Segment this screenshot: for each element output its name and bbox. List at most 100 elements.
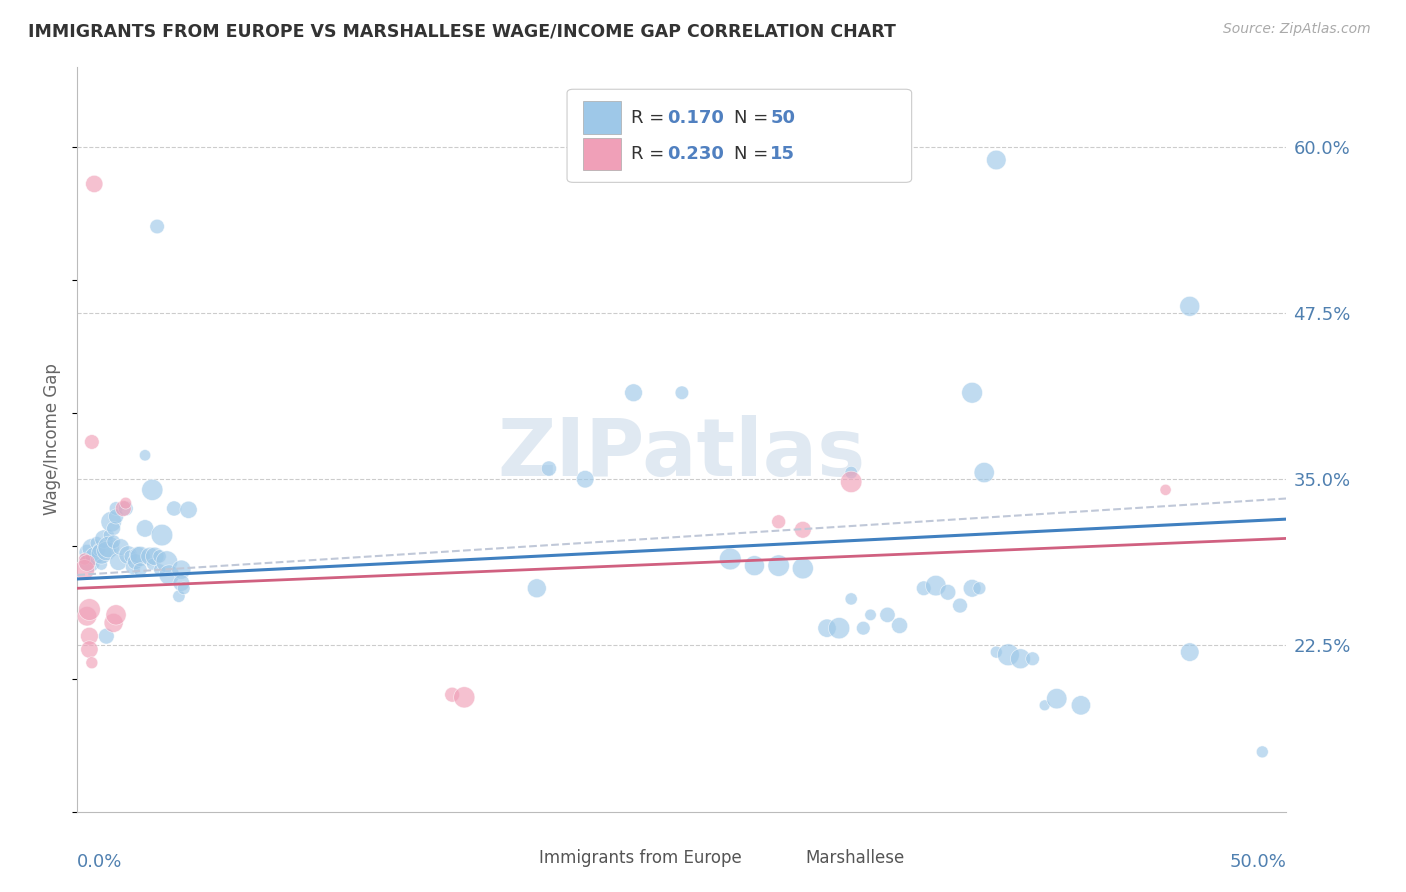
Point	[105, 607, 128, 622]
Point	[143, 549, 166, 564]
Point	[156, 555, 179, 569]
Point	[134, 521, 156, 535]
Point	[925, 579, 948, 593]
Point	[170, 576, 193, 591]
Point	[90, 558, 112, 572]
Point	[859, 607, 882, 622]
Point	[839, 466, 862, 480]
FancyBboxPatch shape	[582, 101, 621, 134]
Point	[453, 690, 475, 705]
Point	[177, 503, 200, 517]
Point	[103, 521, 125, 535]
Text: ZIPatlas: ZIPatlas	[498, 415, 866, 493]
Point	[134, 448, 156, 462]
Text: 0.170: 0.170	[668, 109, 724, 127]
Point	[852, 621, 875, 635]
FancyBboxPatch shape	[567, 89, 911, 182]
Text: N =: N =	[734, 145, 773, 163]
Point	[124, 555, 146, 569]
Text: R =: R =	[631, 109, 671, 127]
Point	[969, 582, 991, 596]
Point	[76, 609, 98, 624]
Point	[839, 475, 862, 489]
Point	[97, 528, 120, 542]
Point	[537, 461, 560, 475]
Point	[815, 621, 838, 635]
Point	[792, 523, 814, 537]
Point	[157, 568, 180, 582]
Point	[936, 585, 959, 599]
Text: 50.0%: 50.0%	[1230, 853, 1286, 871]
Text: Source: ZipAtlas.com: Source: ZipAtlas.com	[1223, 22, 1371, 37]
Point	[96, 544, 118, 558]
Point	[80, 541, 103, 556]
Point	[623, 385, 645, 400]
Point	[76, 545, 98, 559]
Point	[768, 515, 790, 529]
Point	[718, 552, 741, 566]
Point	[107, 555, 129, 569]
Point	[105, 509, 128, 524]
Point	[114, 496, 136, 510]
Point	[148, 563, 170, 577]
Point	[997, 648, 1019, 662]
Text: R =: R =	[631, 145, 671, 163]
Point	[839, 591, 862, 606]
Point	[129, 549, 152, 564]
Text: N =: N =	[734, 109, 773, 127]
Point	[828, 621, 851, 635]
Point	[103, 534, 125, 549]
Point	[876, 607, 898, 622]
Y-axis label: Wage/Income Gap: Wage/Income Gap	[44, 363, 62, 516]
Point	[83, 177, 105, 191]
Text: Immigrants from Europe: Immigrants from Europe	[540, 849, 742, 867]
Text: 0.230: 0.230	[668, 145, 724, 163]
FancyBboxPatch shape	[505, 846, 536, 870]
Point	[173, 582, 195, 596]
Point	[79, 642, 101, 657]
Point	[912, 582, 935, 596]
Point	[150, 528, 173, 542]
Point	[129, 563, 152, 577]
Point	[100, 515, 122, 529]
Point	[949, 599, 972, 613]
Point	[79, 629, 101, 643]
Point	[80, 656, 103, 670]
Point	[1021, 652, 1043, 666]
Point	[1154, 483, 1177, 497]
Text: 0.0%: 0.0%	[77, 853, 122, 871]
Point	[146, 219, 169, 234]
Point	[1251, 745, 1274, 759]
Point	[1046, 691, 1069, 706]
Point	[744, 558, 766, 573]
Point	[117, 548, 139, 562]
Point	[671, 385, 693, 400]
Point	[167, 589, 190, 603]
Point	[441, 688, 464, 702]
Point	[80, 434, 103, 449]
Text: 50: 50	[770, 109, 796, 127]
Point	[526, 582, 548, 596]
Point	[1010, 652, 1032, 666]
Point	[960, 385, 983, 400]
Point	[141, 483, 163, 497]
Point	[76, 556, 98, 570]
FancyBboxPatch shape	[582, 137, 621, 170]
Point	[127, 548, 149, 562]
Point	[79, 602, 101, 616]
Point	[1070, 698, 1092, 713]
Point	[114, 501, 136, 516]
Point	[87, 542, 110, 557]
Point	[96, 629, 118, 643]
Point	[141, 558, 163, 572]
Point	[73, 563, 96, 577]
Point	[90, 547, 112, 561]
Point	[97, 540, 120, 554]
Point	[986, 645, 1008, 659]
Point	[148, 549, 170, 564]
Text: Marshallese: Marshallese	[806, 849, 904, 867]
Point	[163, 501, 186, 516]
Point	[986, 153, 1008, 167]
Text: IMMIGRANTS FROM EUROPE VS MARSHALLESE WAGE/INCOME GAP CORRELATION CHART: IMMIGRANTS FROM EUROPE VS MARSHALLESE WA…	[28, 22, 896, 40]
Point	[139, 549, 162, 564]
